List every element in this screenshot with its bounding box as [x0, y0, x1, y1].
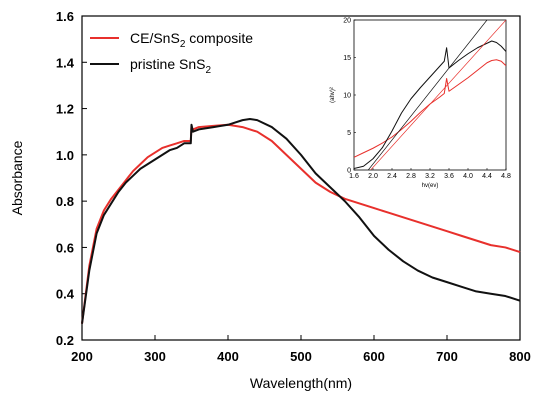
main-x-tick-label: 300 [144, 349, 166, 364]
main-x-tick-label: 700 [436, 349, 458, 364]
main-y-tick-label: 0.6 [56, 240, 74, 255]
inset-y-tick-label: 5 [347, 130, 351, 137]
inset-y-tick-label: 10 [343, 93, 351, 100]
legend: CE/SnS2 composite pristine SnS2 [90, 30, 253, 76]
inset-x-tick-label: 4.8 [501, 173, 511, 180]
legend-label-pristine: pristine SnS2 [130, 56, 211, 76]
inset-x-tick-label: 3.2 [425, 173, 435, 180]
main-y-tick-label: 0.2 [56, 333, 74, 348]
inset-tangent-line-3 [367, 20, 488, 170]
legend-label-composite: CE/SnS2 composite [130, 30, 253, 50]
main-y-tick-label: 0.4 [56, 287, 75, 302]
inset-series-line-1 [354, 40, 506, 169]
main-y-tick-label: 1.4 [56, 55, 75, 70]
main-x-tick-label: 400 [217, 349, 239, 364]
inset-plot-area [353, 19, 507, 171]
inset-x-tick-label: 4.4 [482, 173, 492, 180]
main-x-tick-label: 200 [71, 349, 93, 364]
main-x-tick-label: 500 [290, 349, 312, 364]
inset-x-axis-label: hv(ev) [422, 183, 439, 189]
main-x-tick-label: 600 [363, 349, 385, 364]
inset-x-tick-label: 3.6 [444, 173, 454, 180]
inset-y-tick-label: 0 [347, 168, 351, 175]
x-axis-label: Wavelength(nm) [250, 375, 352, 391]
inset-y-tick-label: 15 [343, 55, 351, 62]
main-y-tick-label: 0.8 [56, 194, 74, 209]
inset-tangent-line-2 [370, 20, 506, 170]
inset-x-tick-label: 2.0 [368, 173, 378, 180]
main-y-tick-label: 1.6 [56, 9, 74, 24]
y-axis-label: Absorbance [9, 140, 25, 215]
inset-x-tick-label: 2.8 [406, 173, 416, 180]
inset-y-axis-label: (ahv)² [330, 87, 336, 103]
inset-y-tick-label: 20 [343, 18, 351, 25]
main-x-tick-label: 800 [509, 349, 531, 364]
main-y-tick-label: 1.0 [56, 148, 74, 163]
inset-x-tick-label: 4.0 [463, 173, 473, 180]
main-series-line-1 [81, 117, 521, 324]
inset-x-tick-label: 1.6 [349, 173, 359, 180]
inset-chart: 0 5 10 15 20 1.6 2.0 2.4 2.8 3.2 3.6 4.0 4.4 4.8 hv(e… [330, 18, 511, 190]
inset-x-tick-label: 2.4 [387, 173, 397, 180]
main-y-tick-label: 1.2 [56, 102, 74, 117]
